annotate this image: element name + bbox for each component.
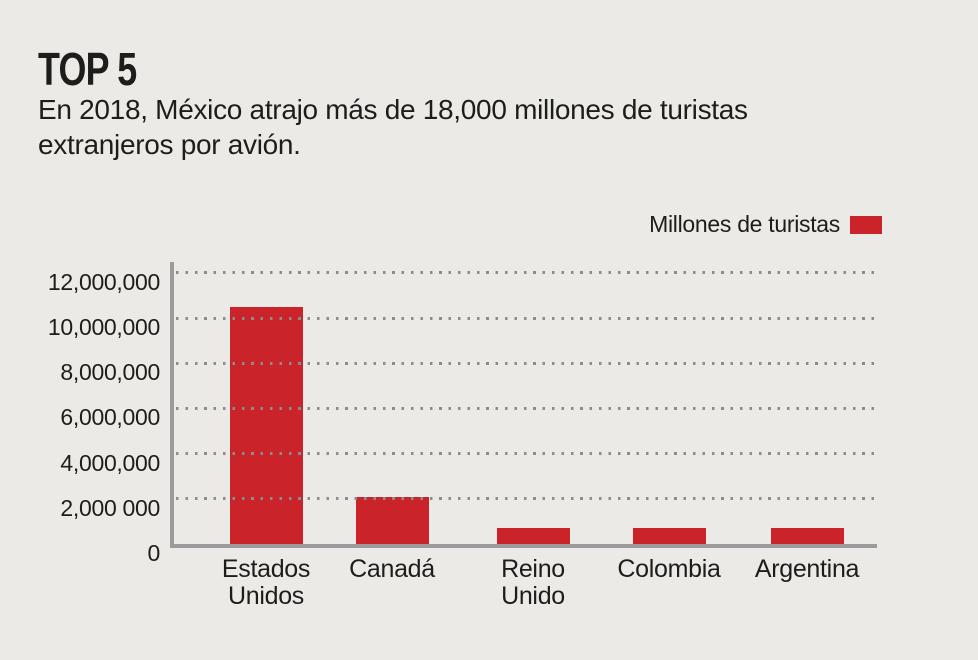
x-label-reino-unido: Reino Unido [501, 555, 565, 610]
bar-colombia [633, 528, 706, 544]
gridline-10000000 [176, 316, 875, 320]
page-title: TOP 5 [38, 43, 137, 95]
gridline-2000000 [176, 497, 875, 501]
y-tick-label-4000000: 4,000,000 [60, 449, 160, 476]
legend-label: Millones de turistas [649, 211, 840, 237]
y-axis-labels: 0 2,000 000 4,000,000 6,000,000 8,000,000 10,… [0, 262, 160, 574]
bar-reino-unido [497, 528, 570, 544]
gridline-8000000 [176, 361, 875, 365]
x-label-argentina: Argentina [754, 555, 860, 583]
y-tick-label-8000000: 8,000,000 [60, 359, 160, 386]
y-tick-label-6000000: 6,000,000 [60, 404, 160, 431]
bar-canada [356, 496, 429, 544]
gridline-4000000 [176, 452, 875, 456]
y-tick-label-2000000: 2,000 000 [60, 494, 160, 521]
bar-argentina [771, 528, 844, 544]
bar-estados-unidos [230, 306, 303, 544]
x-axis-labels: Estados Unidos Canadá Reino Unido Colombia A… [174, 556, 877, 620]
gridline-12000000 [176, 271, 875, 275]
y-tick-label-12000000: 12,000,000 [47, 268, 160, 295]
chart-legend: Millones de turistas [649, 211, 882, 238]
y-tick-label-10000000: 10,000,000 [47, 314, 160, 340]
x-label-canada: Canadá [349, 555, 435, 583]
y-tick-label-0: 0 [147, 540, 161, 566]
legend-color-swatch [850, 215, 882, 234]
chart-subtitle: En 2018, México atrajo más de 18,000 mil… [38, 94, 748, 160]
gridline-6000000 [176, 406, 875, 410]
x-label-estados-unidos: Estados Unidos [221, 555, 311, 610]
x-label-colombia: Colombia [617, 555, 721, 583]
plot-area [170, 262, 877, 548]
